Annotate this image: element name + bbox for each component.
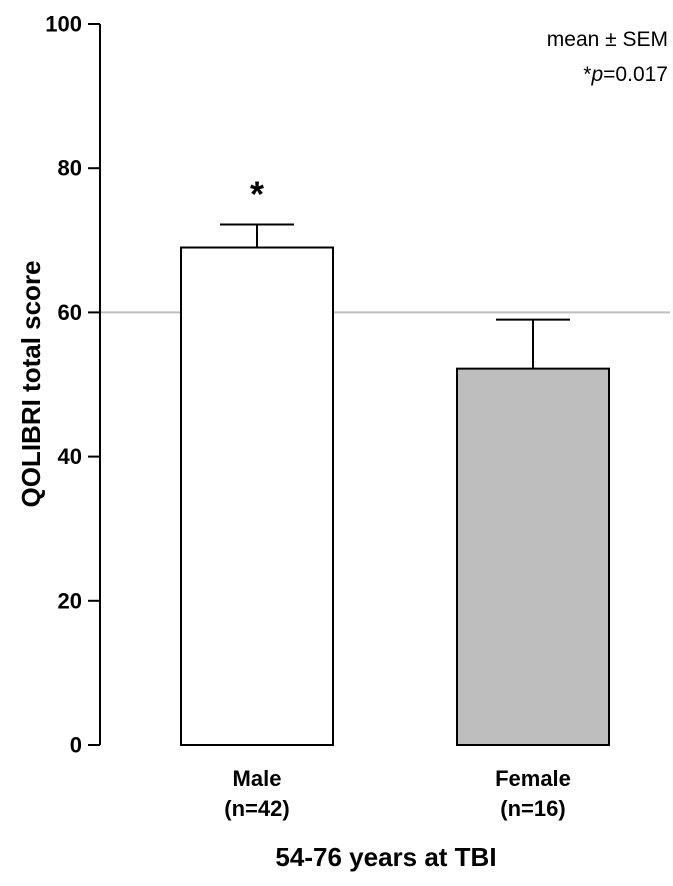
bars-layer: *	[180, 173, 610, 746]
category-labels: Male (n=42) Female (n=16)	[224, 766, 571, 821]
y-axis: 0 20 40 60 80 100	[45, 12, 101, 758]
y-axis-title: QOLIBRI total score	[16, 260, 46, 507]
p-value-note: *p=0.017	[583, 63, 668, 86]
x-axis-title: 54-76 years at TBI	[275, 842, 496, 872]
bar-male	[180, 246, 334, 746]
y-tick-label-80: 80	[58, 156, 82, 181]
y-tick-label-60: 60	[58, 300, 82, 325]
y-tick-label-40: 40	[58, 444, 82, 469]
p-value-number: =0.017	[603, 63, 668, 86]
legend-mean-sem: mean ± SEM	[547, 28, 668, 51]
x-tick-label-male: Male	[233, 766, 282, 791]
y-tick-label-100: 100	[45, 12, 82, 37]
x-tick-n-female: (n=16)	[500, 796, 565, 821]
y-tick-label-20: 20	[58, 588, 82, 613]
p-value-star: *	[583, 63, 591, 86]
x-tick-label-female: Female	[495, 766, 571, 791]
significance-marker-0: *	[250, 173, 264, 214]
y-tick-label-0: 0	[70, 733, 82, 758]
p-value-symbol: p	[590, 63, 603, 86]
bar-female	[456, 367, 610, 746]
x-tick-n-male: (n=42)	[224, 796, 289, 821]
